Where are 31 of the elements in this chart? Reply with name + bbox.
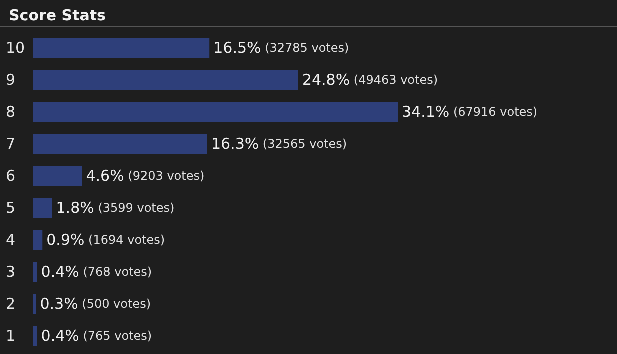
- chart-title: Score Stats: [9, 6, 106, 24]
- bar: [33, 102, 398, 122]
- data-label: 34.1% (67916 votes): [402, 103, 538, 121]
- bar: [33, 134, 208, 154]
- data-label: 0.3% (500 votes): [40, 295, 152, 313]
- data-label: 16.3% (32565 votes): [211, 135, 348, 153]
- y-tick-label: 10: [6, 39, 26, 57]
- bar: [33, 230, 43, 250]
- bar: [33, 326, 38, 346]
- data-label: 0.9% (1694 votes): [46, 231, 166, 249]
- bar: [33, 294, 36, 314]
- y-tick-label: 9: [6, 71, 16, 89]
- data-label: 1.8% (3599 votes): [56, 199, 175, 217]
- data-label: 0.4% (768 votes): [41, 263, 152, 281]
- bar: [33, 198, 52, 218]
- data-label: 0.4% (765 votes): [41, 327, 152, 345]
- y-tick-label: 5: [6, 199, 16, 217]
- y-tick-label: 3: [6, 263, 16, 281]
- y-tick-label: 1: [6, 327, 16, 345]
- bar: [33, 166, 82, 186]
- data-label: 24.8% (49463 votes): [302, 71, 438, 89]
- bar: [33, 38, 210, 58]
- y-tick-label: 7: [6, 135, 16, 153]
- data-label: 16.5% (32785 votes): [214, 39, 350, 57]
- y-tick-label: 4: [6, 231, 16, 249]
- bar: [33, 70, 298, 90]
- bar: [33, 262, 38, 282]
- y-tick-label: 6: [6, 167, 16, 185]
- y-tick-label: 8: [6, 103, 16, 121]
- y-tick-label: 2: [6, 295, 16, 313]
- data-label: 4.6% (9203 votes): [86, 167, 205, 185]
